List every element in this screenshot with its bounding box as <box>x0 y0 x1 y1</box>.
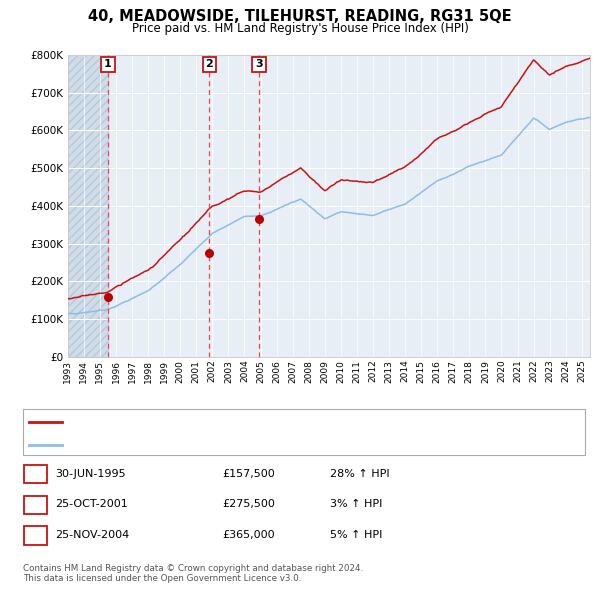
Text: 30-JUN-1995: 30-JUN-1995 <box>55 469 126 478</box>
Text: 1: 1 <box>32 469 39 478</box>
Text: 5% ↑ HPI: 5% ↑ HPI <box>330 530 382 540</box>
Text: 28% ↑ HPI: 28% ↑ HPI <box>330 469 389 478</box>
Text: 2: 2 <box>206 60 214 70</box>
Text: 1: 1 <box>104 60 112 70</box>
Text: 3% ↑ HPI: 3% ↑ HPI <box>330 500 382 509</box>
Text: £275,500: £275,500 <box>222 500 275 509</box>
Text: 25-OCT-2001: 25-OCT-2001 <box>55 500 128 509</box>
Text: Contains HM Land Registry data © Crown copyright and database right 2024.
This d: Contains HM Land Registry data © Crown c… <box>23 563 363 583</box>
Text: 3: 3 <box>255 60 263 70</box>
Text: Price paid vs. HM Land Registry's House Price Index (HPI): Price paid vs. HM Land Registry's House … <box>131 22 469 35</box>
Text: 25-NOV-2004: 25-NOV-2004 <box>55 530 130 540</box>
Text: £157,500: £157,500 <box>222 469 275 478</box>
Text: 2: 2 <box>32 500 39 509</box>
Text: 40, MEADOWSIDE, TILEHURST, READING, RG31 5QE: 40, MEADOWSIDE, TILEHURST, READING, RG31… <box>88 9 512 24</box>
Text: HPI: Average price, detached house, West Berkshire: HPI: Average price, detached house, West… <box>65 440 324 450</box>
Text: £365,000: £365,000 <box>222 530 275 540</box>
Text: 3: 3 <box>32 530 39 540</box>
Text: 40, MEADOWSIDE, TILEHURST, READING, RG31 5QE (detached house): 40, MEADOWSIDE, TILEHURST, READING, RG31… <box>65 417 415 427</box>
